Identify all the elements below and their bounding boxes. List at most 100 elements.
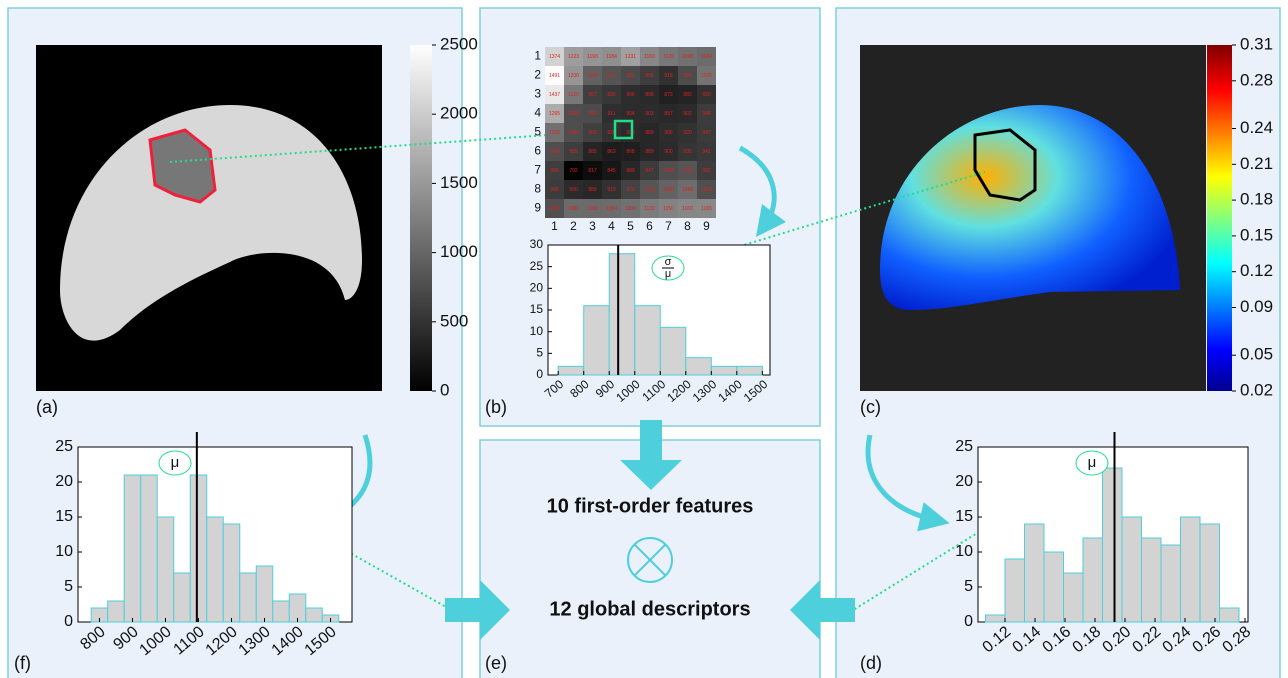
hist-bar	[207, 517, 224, 622]
colorbar-label: 1000	[440, 242, 478, 261]
matrix-value: 948	[550, 187, 559, 193]
hist-bar	[124, 475, 141, 622]
matrix-value: 1023	[644, 187, 655, 193]
matrix-value: 900	[664, 149, 673, 155]
row-label: 1	[534, 49, 541, 63]
colorbar-label: 0.05	[1240, 345, 1273, 364]
hist-bar	[1142, 538, 1162, 622]
row-label: 4	[534, 106, 541, 120]
matrix-value: 1000	[568, 130, 579, 136]
col-label: 4	[608, 219, 615, 233]
matrix-value: 1198	[587, 54, 598, 60]
matrix-value: 952	[702, 168, 711, 174]
hist-bar	[1161, 545, 1181, 622]
matrix-value: 792	[569, 168, 578, 174]
col-label: 8	[684, 219, 691, 233]
panel-label: (b)	[485, 397, 507, 417]
hist-bar	[1005, 559, 1025, 622]
matrix-value: 1265	[549, 111, 560, 117]
figure: 10 first-order features 12 global descri…	[0, 0, 1288, 678]
matrix-value: 1100	[549, 130, 560, 136]
matrix-value: 1160	[682, 206, 693, 212]
y-tick-label: 5	[64, 578, 73, 595]
matrix-value: 906	[626, 92, 635, 98]
matrix-value: 1084	[606, 206, 617, 212]
y-tick-label: 5	[536, 346, 543, 360]
matrix-value: 817	[588, 168, 597, 174]
panel-label: (a)	[36, 397, 58, 417]
hist-bar	[108, 601, 125, 622]
y-tick-label: 5	[964, 578, 973, 595]
matrix-value: 1160	[644, 54, 655, 60]
y-tick-label: 25	[955, 438, 973, 455]
matrix-value: 994	[683, 73, 692, 79]
col-label: 3	[589, 219, 596, 233]
matrix-value: 1003	[701, 187, 712, 193]
matrix-value: 1491	[549, 73, 560, 79]
annotation-den: μ	[665, 268, 671, 280]
matrix-value: 1100	[625, 206, 636, 212]
row-label: 8	[534, 182, 541, 196]
y-tick-label: 0	[64, 613, 73, 630]
matrix-value: 1223	[568, 54, 579, 60]
matrix-value: 1231	[625, 54, 636, 60]
matrix-value: 1053	[587, 73, 598, 79]
hist-bar	[584, 306, 610, 375]
y-tick-label: 30	[530, 237, 544, 251]
matrix-value: 919	[607, 187, 616, 193]
hist-bar	[240, 573, 257, 622]
colorbar-c	[1207, 45, 1232, 391]
matrix-value: 930	[683, 149, 692, 155]
matrix-value: 947	[645, 168, 654, 174]
colorbar-label: 500	[440, 311, 468, 330]
hist-bar	[190, 475, 207, 622]
colorbar-label: 0.02	[1240, 380, 1273, 399]
matrix-value: 936	[607, 92, 616, 98]
y-tick-label: 10	[530, 324, 544, 338]
annotation: μ	[171, 454, 180, 471]
matrix-value: 911	[608, 111, 616, 117]
col-label: 9	[703, 219, 710, 233]
matrix-value: 1120	[663, 54, 674, 60]
hist-bar	[273, 601, 290, 622]
panel-label: (f)	[14, 653, 31, 673]
colorbar-label: 0.12	[1240, 261, 1273, 280]
matrix-value: 1150	[663, 206, 674, 212]
hist-bar	[558, 366, 584, 375]
matrix-value: 1004	[549, 149, 560, 155]
colorbar-label: 0.21	[1240, 154, 1273, 173]
matrix-value: 1098	[682, 54, 693, 60]
hist-bar	[1044, 552, 1064, 622]
hist-bar	[141, 475, 158, 622]
matrix-value: 991	[626, 73, 635, 79]
matrix-value: 1003	[663, 168, 674, 174]
matrix-value: 1130	[644, 206, 655, 212]
y-tick-label: 15	[955, 508, 973, 525]
matrix-value: 960	[588, 130, 597, 136]
matrix-value: 904	[626, 111, 635, 117]
matrix-value: 885	[588, 149, 597, 155]
matrix-value: 873	[664, 92, 673, 98]
hist-bar	[157, 517, 174, 622]
annotation-num: σ	[665, 256, 672, 268]
matrix-value: 1000	[568, 111, 579, 117]
matrix-value: 868	[626, 149, 635, 155]
hist-bar	[635, 306, 661, 375]
matrix-value: 956	[550, 168, 559, 174]
matrix-value: 897	[664, 111, 673, 117]
colorbar-label: 2000	[440, 104, 478, 123]
row-label: 7	[534, 163, 541, 177]
hist-bar	[1200, 524, 1220, 622]
y-tick-label: 25	[530, 259, 544, 273]
hist-bar	[289, 594, 306, 622]
panel-label: (e)	[485, 653, 507, 673]
row-label: 5	[534, 125, 541, 139]
panel-label: (c)	[860, 397, 881, 417]
y-tick-label: 10	[955, 543, 973, 560]
matrix-value: 1060	[663, 187, 674, 193]
matrix-value: 955	[645, 73, 654, 79]
matrix-value: 906	[664, 130, 673, 136]
hist-bar	[1064, 573, 1084, 622]
hist-bar	[1122, 517, 1142, 622]
colorbar-label: 0.09	[1240, 297, 1273, 316]
